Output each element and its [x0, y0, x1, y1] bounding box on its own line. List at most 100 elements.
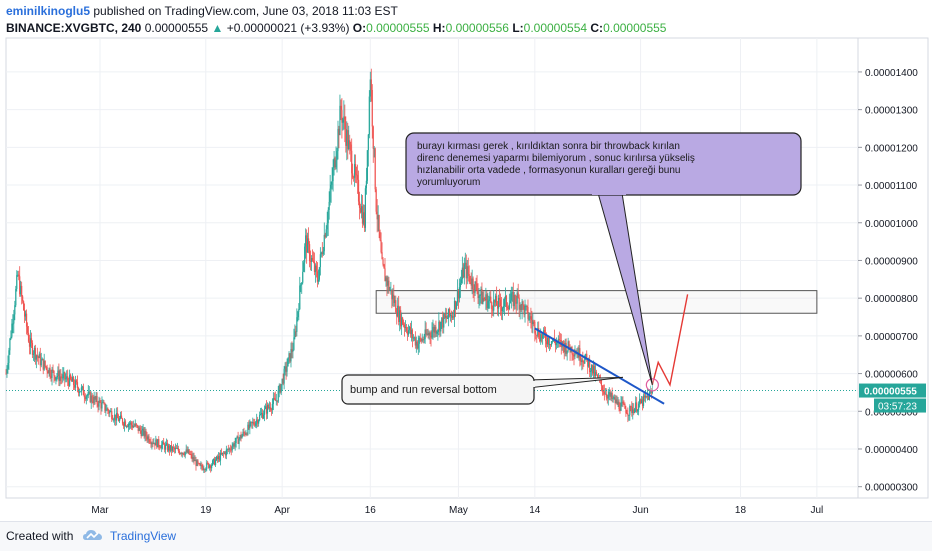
candle-body — [20, 285, 22, 295]
candle-body — [80, 387, 83, 392]
candle-body — [177, 448, 179, 451]
candle-body — [213, 458, 216, 465]
candle-body — [158, 439, 160, 447]
candle-body — [122, 423, 125, 426]
candle-body — [563, 344, 565, 353]
callout-bump-box[interactable] — [341, 374, 535, 405]
candle-body — [492, 309, 494, 311]
candle-body — [371, 90, 373, 127]
candle-body — [152, 442, 154, 444]
candle-body — [143, 428, 145, 437]
candle-body — [389, 289, 391, 291]
candle-body — [9, 338, 11, 351]
candle-body — [117, 412, 119, 419]
candle-body — [412, 337, 414, 339]
price-chart[interactable]: 0.00000300 0.00000400 0.00000500 0.00000600… — [0, 0, 932, 521]
candle-body — [522, 301, 524, 306]
candle-body — [61, 377, 63, 379]
candle-body — [295, 331, 297, 333]
trendline[interactable] — [534, 327, 665, 405]
candle-body — [14, 305, 16, 315]
candle-body — [503, 298, 506, 307]
candle-body — [190, 454, 192, 455]
candle-body — [198, 463, 200, 464]
candle-body — [403, 324, 405, 326]
candle-body — [21, 285, 23, 297]
candle-body — [613, 397, 615, 399]
candle-body — [219, 453, 222, 461]
candle-body — [622, 401, 624, 404]
candle-body — [647, 395, 650, 400]
price-axis[interactable] — [857, 37, 929, 499]
candle-body — [276, 400, 278, 402]
price-tick-label: 0.00000500 — [865, 407, 918, 418]
candle-body — [32, 353, 35, 355]
candle-body — [303, 262, 305, 272]
candle-body — [209, 465, 211, 468]
candle-body — [532, 321, 534, 325]
price-tick-label: 0.00000300 — [865, 483, 918, 494]
candle-body — [97, 403, 99, 407]
candle-body — [315, 265, 318, 272]
candle-body — [338, 128, 340, 136]
candle-body — [480, 288, 482, 296]
candle-body — [134, 423, 136, 426]
candle-body — [127, 424, 130, 427]
candle-body — [101, 402, 103, 409]
candle-body — [440, 321, 442, 332]
time-tick-label: Jun — [633, 505, 649, 516]
candle-body — [569, 348, 571, 353]
candle-body — [355, 164, 357, 175]
candle-body — [54, 375, 56, 380]
candle-body — [196, 460, 198, 466]
symbol-label: BINANCE:XVGBTC, 240 — [6, 21, 142, 35]
up-arrow-icon: ▲ — [211, 21, 224, 35]
candle-body — [505, 295, 508, 307]
candle-body — [407, 330, 410, 335]
candle-body — [322, 251, 324, 255]
candle-body — [313, 261, 316, 273]
candle-body — [90, 395, 92, 403]
candle-body — [478, 295, 480, 298]
candle-body — [62, 374, 64, 379]
candle-body — [593, 366, 596, 376]
candle-body — [118, 418, 120, 422]
candle-body — [506, 306, 509, 308]
candle-body — [292, 349, 294, 352]
candle-body — [639, 399, 641, 404]
candle-body — [511, 292, 513, 294]
candle-body — [317, 279, 319, 282]
candle-body — [392, 294, 394, 300]
candle-body — [586, 353, 588, 359]
candle-body — [119, 418, 121, 422]
candle-body — [482, 297, 484, 304]
candle-body — [178, 450, 180, 454]
candle-body — [289, 353, 291, 362]
tradingview-brand-link[interactable]: TradingView — [110, 529, 177, 543]
candle-body — [562, 341, 564, 345]
author-link[interactable]: eminilkinoglu5 — [6, 4, 91, 18]
candle-body — [413, 337, 415, 339]
candle-body — [58, 370, 60, 381]
price-axis-badges: 0.00000555 03:57:23 — [859, 383, 926, 413]
candle-body — [239, 435, 241, 439]
candle-body — [594, 371, 597, 376]
candle-body — [624, 404, 626, 409]
candle-body — [113, 419, 115, 421]
resistance-box — [375, 290, 818, 314]
candle-body — [453, 300, 456, 318]
candle-body — [475, 281, 477, 284]
price-tick-label: 0.00000600 — [865, 370, 918, 381]
time-axis-labels: Mar 19 Apr 16 May 14 Jun 18 Jul — [91, 505, 823, 516]
candle-body — [114, 414, 116, 420]
projection-path[interactable] — [651, 294, 689, 387]
candle-body — [70, 374, 72, 379]
candle-body — [491, 302, 493, 310]
candle-body — [439, 321, 441, 332]
candle-body — [309, 261, 312, 262]
candle-body — [587, 358, 589, 367]
candle-body — [351, 150, 353, 174]
candle-body — [626, 413, 628, 415]
candle-body — [119, 415, 122, 419]
candle-body — [234, 442, 236, 447]
